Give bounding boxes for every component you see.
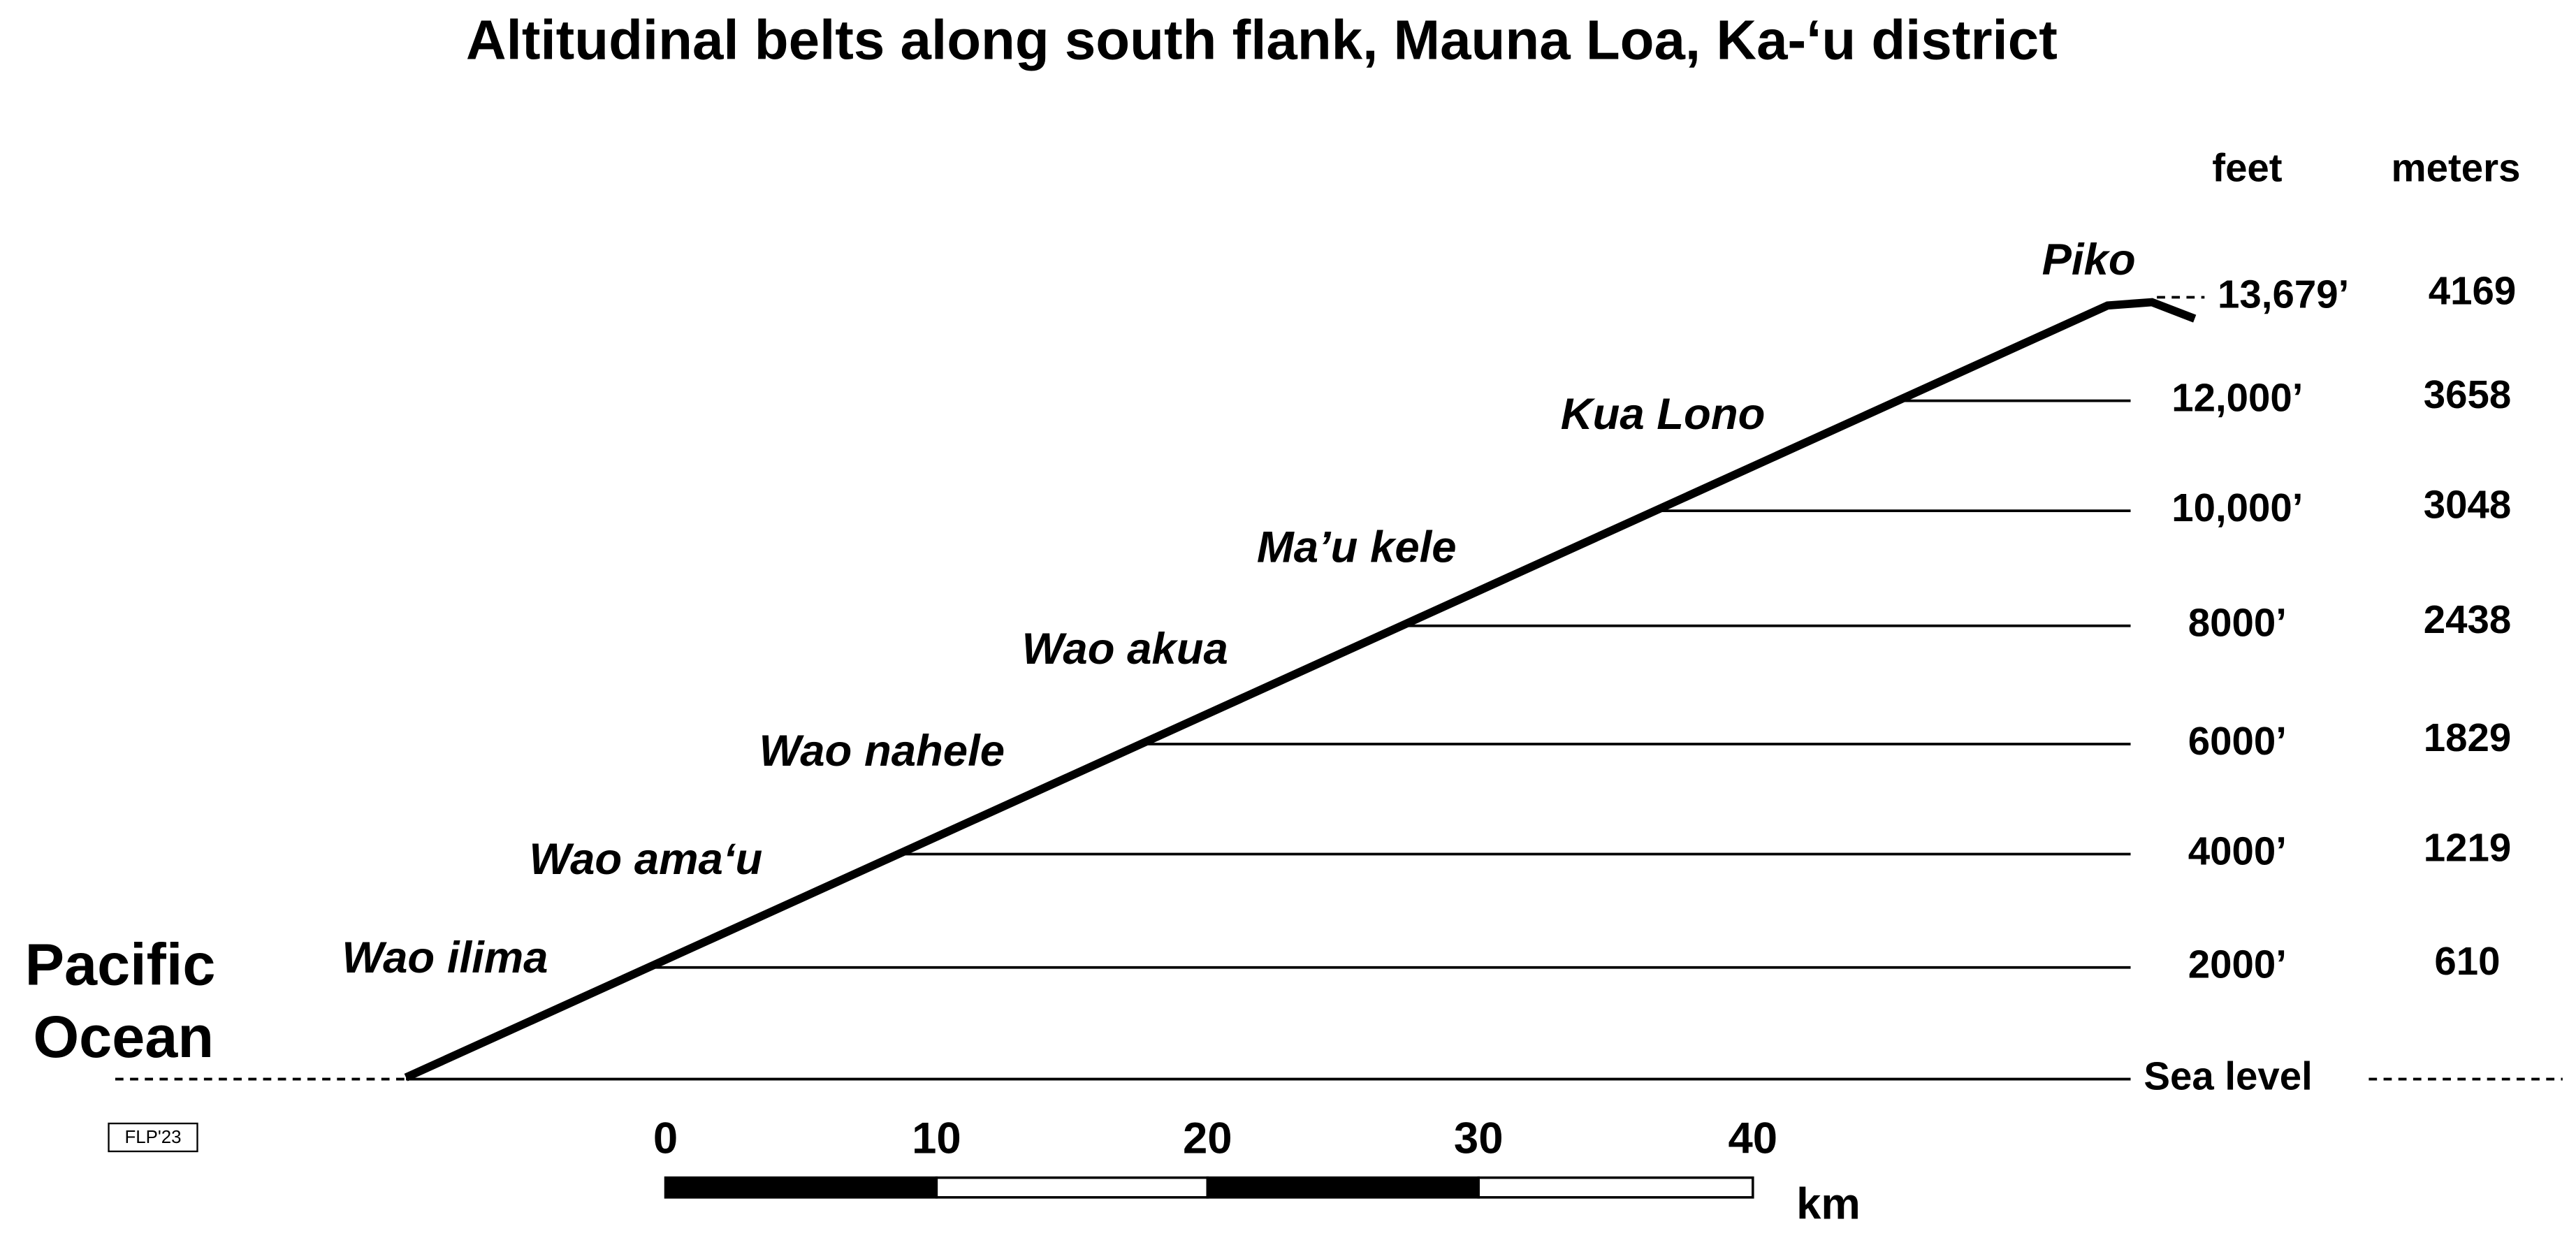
levels: 12,000’ 3658 10,000’ 3048 8000’ 2438 6000’ 1829… xyxy=(342,372,2511,986)
belt-name: Ma’u kele xyxy=(1257,523,1457,571)
feet-label: 6000’ xyxy=(2188,719,2287,763)
belt-name: Wao nahele xyxy=(759,727,1005,776)
scale-bar: 0 10 20 30 40 xyxy=(653,1114,1778,1199)
ocean-label: Ocean xyxy=(33,1003,214,1070)
scale-segment xyxy=(664,1176,938,1199)
meters-label: 1829 xyxy=(2424,715,2511,759)
meters-label: 610 xyxy=(2434,939,2500,983)
sea-level-label: Sea level xyxy=(2144,1054,2312,1098)
feet-label: 8000’ xyxy=(2188,601,2287,645)
belt-name: Kua Lono xyxy=(1561,390,1766,439)
meters-label: 1219 xyxy=(2424,826,2511,870)
feet-label: 4000’ xyxy=(2188,829,2287,873)
belt-name: Wao akua xyxy=(1022,625,1228,674)
meters-label: 2438 xyxy=(2424,597,2511,641)
ocean-label: Pacific xyxy=(25,931,216,997)
scale-segment xyxy=(1206,1176,1480,1199)
signature-box xyxy=(108,1122,198,1153)
meters-label: 3658 xyxy=(2424,372,2511,416)
scale-tick-label: 10 xyxy=(912,1114,961,1163)
feet-label: 10,000’ xyxy=(2171,486,2303,530)
scale-segment xyxy=(935,1176,1209,1199)
slope-profile xyxy=(404,298,2197,1082)
scale-segment xyxy=(1477,1176,1754,1199)
scale-tick-label: 40 xyxy=(1729,1114,1778,1163)
belt-name: Wao ilima xyxy=(342,933,548,982)
summit-feet: 13,679’ xyxy=(2218,272,2349,316)
summit-meters: 4169 xyxy=(2429,269,2516,313)
belt-name: Wao ama‘u xyxy=(529,835,762,884)
title: Altitudinal belts along south flank, Mau… xyxy=(466,9,2058,71)
scale-tick-label: 0 xyxy=(653,1114,678,1163)
signature: FLP'23 xyxy=(124,1128,181,1147)
feet-label: 12,000’ xyxy=(2171,376,2303,420)
meters-label: 3048 xyxy=(2424,482,2511,526)
feet-label: 2000’ xyxy=(2188,942,2287,986)
meters-header: meters xyxy=(2391,145,2520,189)
feet-header: feet xyxy=(2212,145,2283,189)
scale-tick-label: 30 xyxy=(1454,1114,1504,1163)
scale-unit: km xyxy=(1796,1180,1861,1229)
summit-name: Piko xyxy=(2042,235,2136,284)
scale-tick-label: 20 xyxy=(1183,1114,1232,1163)
